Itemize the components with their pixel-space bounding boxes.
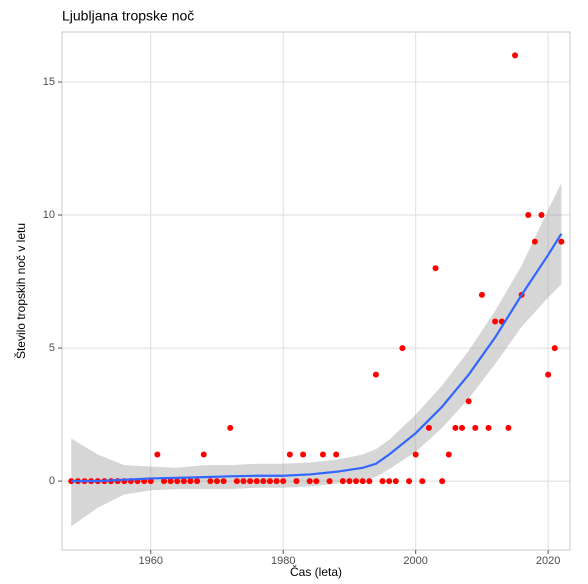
point [419, 478, 426, 485]
point [339, 478, 346, 485]
point [353, 478, 360, 485]
confidence-band [71, 183, 562, 527]
point [406, 478, 413, 485]
point [472, 424, 479, 431]
point [346, 478, 353, 485]
point [187, 478, 194, 485]
point [306, 478, 313, 485]
point [313, 478, 320, 485]
point [180, 478, 187, 485]
point [492, 318, 499, 325]
point [366, 478, 373, 485]
point [545, 371, 552, 378]
point [160, 478, 167, 485]
y-tick-label: 5 [49, 342, 55, 354]
point [392, 478, 399, 485]
point [174, 478, 181, 485]
point [326, 478, 333, 485]
point [412, 451, 419, 458]
point [386, 478, 393, 485]
point [273, 478, 280, 485]
point [445, 451, 452, 458]
x-tick-label: 2020 [536, 555, 560, 567]
smooth-line [71, 233, 563, 483]
point [194, 478, 201, 485]
y-tick-label: 0 [49, 475, 55, 487]
point [485, 424, 492, 431]
point [512, 52, 519, 59]
panel [61, 31, 571, 551]
y-tick-label: 10 [43, 209, 55, 221]
point [452, 424, 459, 431]
point [240, 478, 247, 485]
point [220, 478, 227, 485]
point [551, 345, 558, 352]
point [538, 212, 545, 219]
chart-title: Ljubljana tropske noč [62, 8, 194, 24]
y-axis-label: Število tropskih noč v letu [13, 223, 28, 359]
point [531, 238, 538, 245]
point [399, 345, 406, 352]
point [432, 265, 439, 272]
x-tick-label: 1960 [139, 555, 163, 567]
point [293, 478, 300, 485]
point [200, 451, 207, 458]
point [439, 478, 446, 485]
point [459, 424, 466, 431]
x-tick-label: 1980 [271, 555, 295, 567]
point [207, 478, 214, 485]
point [167, 478, 174, 485]
point [247, 478, 254, 485]
point [154, 451, 161, 458]
point [319, 451, 326, 458]
point [505, 424, 512, 431]
point [253, 478, 260, 485]
point [300, 451, 307, 458]
point [280, 478, 287, 485]
point [233, 478, 240, 485]
x-tick-label: 2000 [403, 555, 427, 567]
point [266, 478, 273, 485]
point [372, 371, 379, 378]
point [227, 424, 234, 431]
x-axis-label: Čas (leta) [290, 564, 342, 579]
point [478, 291, 485, 298]
point [213, 478, 220, 485]
point [359, 478, 366, 485]
y-tick-label: 15 [43, 76, 55, 88]
point [525, 212, 532, 219]
point [379, 478, 386, 485]
point [333, 451, 340, 458]
point [260, 478, 267, 485]
point [465, 398, 472, 405]
point [558, 238, 565, 245]
point [425, 424, 432, 431]
point [286, 451, 293, 458]
